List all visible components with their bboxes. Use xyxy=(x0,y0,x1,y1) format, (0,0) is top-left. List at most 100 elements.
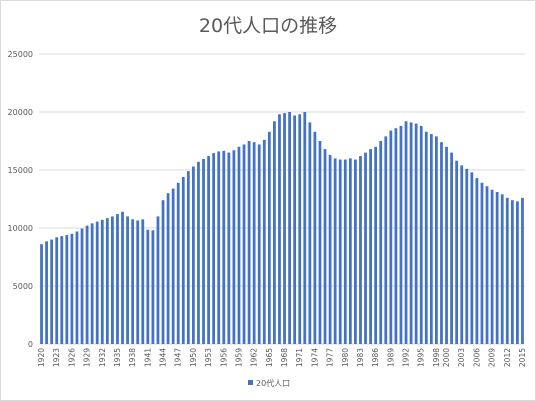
bar xyxy=(100,219,104,344)
x-tick-label: 1941 xyxy=(143,348,152,367)
x-tick-label: 1944 xyxy=(159,348,168,367)
bar xyxy=(111,216,114,344)
bar xyxy=(384,136,388,344)
bar xyxy=(354,159,357,344)
x-tick-label: 1971 xyxy=(295,348,304,367)
bar xyxy=(313,131,317,344)
bar xyxy=(409,122,413,344)
x-tick-label: 2009 xyxy=(488,348,497,367)
bar xyxy=(192,166,195,344)
x-tick-label: 1956 xyxy=(219,348,228,367)
bar xyxy=(242,144,246,344)
bar xyxy=(389,130,393,344)
bar xyxy=(298,114,302,344)
bar xyxy=(348,158,352,344)
bar xyxy=(450,152,453,344)
x-tick-label: 1962 xyxy=(250,348,259,367)
x-tick-label: 1977 xyxy=(326,348,335,367)
x-tick-label: 1992 xyxy=(402,348,411,367)
bar xyxy=(318,141,322,344)
x-tick-label: 1983 xyxy=(356,348,365,367)
chart-title: 20代人口の推移 xyxy=(198,15,338,37)
x-tick-label: 2006 xyxy=(472,348,481,367)
y-tick-label: 15000 xyxy=(8,166,33,175)
x-tick-label: 1965 xyxy=(265,348,274,367)
x-tick-label: 1929 xyxy=(83,348,92,367)
bar xyxy=(45,241,48,344)
x-tick-label: 1932 xyxy=(98,348,107,367)
bar xyxy=(176,182,180,344)
x-tick-label: 2015 xyxy=(518,348,527,367)
bar xyxy=(212,153,216,344)
bar xyxy=(364,152,367,344)
bar xyxy=(146,229,150,344)
bar xyxy=(105,218,109,344)
bar xyxy=(95,221,99,344)
bar xyxy=(131,219,135,344)
bar xyxy=(70,233,74,344)
bar xyxy=(237,146,241,344)
x-tick-label: 1959 xyxy=(234,348,243,367)
x-tick-label: 1950 xyxy=(189,348,198,367)
bar xyxy=(161,200,165,344)
bar xyxy=(60,236,64,344)
x-tick-label: 1974 xyxy=(310,348,319,367)
bar xyxy=(516,201,519,344)
bar xyxy=(303,112,307,344)
bar xyxy=(262,139,266,344)
bar xyxy=(419,125,423,344)
bar xyxy=(288,112,291,344)
x-tick-label: 1989 xyxy=(386,348,395,367)
bar xyxy=(435,136,438,344)
bar xyxy=(374,146,378,344)
bar xyxy=(394,128,398,344)
bar xyxy=(440,142,443,344)
bar xyxy=(151,230,155,344)
x-tick-label: 1986 xyxy=(371,348,380,367)
bar xyxy=(222,150,226,344)
y-tick-label: 10000 xyxy=(8,224,33,233)
legend: 20代人口 xyxy=(248,378,290,388)
bar xyxy=(247,141,251,344)
y-tick-label: 0 xyxy=(28,340,33,349)
x-tick-label: 1995 xyxy=(417,348,426,367)
bar xyxy=(40,244,43,344)
bar xyxy=(283,113,286,344)
x-tick-label: 1926 xyxy=(67,348,76,367)
bar xyxy=(399,125,403,344)
bar xyxy=(510,200,514,344)
x-tick-label: 1923 xyxy=(52,348,61,367)
x-tick-label: 1980 xyxy=(341,348,350,367)
x-tick-label: 1953 xyxy=(204,348,213,367)
x-tick-label: 2012 xyxy=(503,348,512,367)
bar xyxy=(505,197,509,344)
bar xyxy=(490,189,494,344)
bar xyxy=(75,231,79,344)
y-tick-label: 20000 xyxy=(8,108,33,117)
bar xyxy=(323,149,327,344)
y-axis-ticks: 0 5000 10000 15000 20000 25000 xyxy=(8,50,33,349)
bar xyxy=(171,188,175,344)
y-tick-label: 25000 xyxy=(8,50,33,59)
bar xyxy=(333,158,337,344)
x-tick-label: 1935 xyxy=(113,348,122,367)
x-tick-label: 1968 xyxy=(280,348,289,367)
bar xyxy=(217,151,221,344)
bar xyxy=(338,159,342,344)
bar xyxy=(480,182,484,344)
bar xyxy=(126,216,129,344)
bar xyxy=(227,152,231,344)
x-axis-ticks: 1920 1923 1926 1929 1932 1935 1938 1941 1944 1947… xyxy=(37,348,527,367)
legend-label: 20代人口 xyxy=(256,378,290,388)
x-tick-label: 1920 xyxy=(37,348,46,367)
bar xyxy=(252,142,256,344)
bar xyxy=(424,131,428,344)
bar xyxy=(80,228,84,344)
bar xyxy=(485,186,489,344)
bar xyxy=(186,171,190,344)
bar xyxy=(136,220,140,344)
bar xyxy=(267,131,271,344)
x-tick-label: 1998 xyxy=(432,348,441,367)
